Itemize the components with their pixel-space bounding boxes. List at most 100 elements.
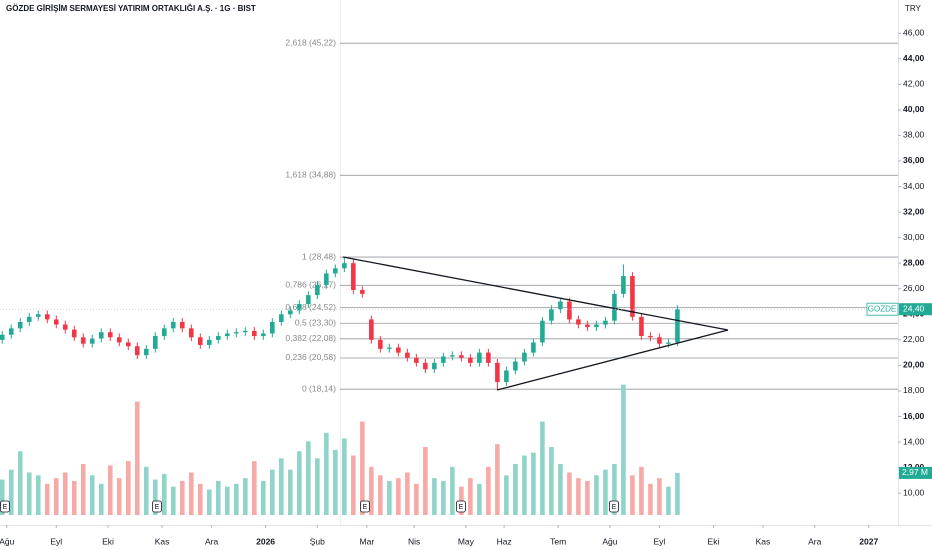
candle-body — [351, 263, 356, 291]
candle-body — [414, 357, 419, 363]
volume-bar — [630, 475, 635, 515]
candle-body — [8, 328, 14, 335]
y-tick-label: 44,00 — [903, 53, 925, 63]
volume-bar — [486, 466, 491, 515]
fib-label: 0,618 (24,52) — [285, 302, 336, 312]
volume-bar — [441, 481, 446, 515]
volume-bar — [180, 481, 185, 515]
x-tick-label: Eyl — [50, 536, 62, 546]
volume-bar — [234, 483, 239, 515]
candle-body — [161, 328, 167, 337]
volume-bar — [198, 483, 203, 515]
x-tick-label: Mar — [360, 536, 375, 546]
symbol-label: GOZDE — [868, 304, 896, 313]
candle-body — [432, 362, 437, 370]
volume-bar — [648, 483, 653, 515]
volume-bar — [252, 461, 257, 515]
candle-body — [107, 332, 113, 338]
trendline — [342, 256, 729, 331]
volume-bar — [243, 478, 248, 515]
candle-body — [612, 293, 617, 321]
volume-tag — [899, 466, 932, 479]
volume-bar — [170, 486, 176, 515]
volume-bar — [89, 475, 95, 515]
volume-bar — [288, 469, 293, 515]
candle-body — [152, 336, 158, 349]
volume-pane — [0, 384, 680, 515]
event-box — [456, 500, 466, 513]
y-tick-label: 14,00 — [903, 436, 925, 446]
event-marker: E — [3, 504, 8, 511]
fib-label: 1 (28,48) — [302, 251, 336, 261]
candle-body — [666, 342, 671, 344]
y-tick-label: 12,00 — [903, 462, 925, 472]
currency: TRY — [905, 4, 922, 13]
fib-label: 2,618 (45,22) — [285, 37, 336, 47]
volume-bar — [62, 472, 68, 515]
volume-bar — [477, 483, 482, 515]
candle-body — [441, 356, 446, 363]
candle-body — [288, 310, 293, 315]
candle-body — [450, 355, 455, 357]
event-box — [152, 500, 162, 513]
candle-body — [558, 301, 563, 310]
volume-bar — [594, 475, 599, 515]
x-tick-label: Eyl — [654, 536, 666, 546]
candle-body — [98, 332, 104, 339]
volume-bar — [675, 472, 680, 515]
candle-body — [504, 370, 509, 383]
volume-bar — [324, 432, 329, 515]
candle-body — [62, 324, 68, 330]
candles — [0, 256, 680, 390]
volume-bar — [306, 441, 311, 515]
chart-title: GÖZDE GİRİŞİM SERMAYESİ YATIRIM ORTAKLIĞ… — [6, 4, 256, 13]
volume-bar — [270, 469, 275, 515]
candle-body — [279, 314, 284, 322]
volume-bar — [0, 479, 5, 515]
candle-body — [189, 328, 194, 338]
x-tick-label: Haz — [497, 536, 512, 546]
candle-body — [116, 337, 122, 343]
volume-bar — [207, 489, 212, 515]
volume-bar — [639, 466, 644, 515]
event-box — [360, 500, 370, 513]
volume-bar — [333, 449, 338, 515]
candle-body — [324, 273, 329, 285]
y-tick-label: 22,00 — [903, 334, 925, 344]
volume-bar — [315, 458, 320, 515]
x-tick-label: Kas — [756, 536, 771, 546]
x-tick-label: Ağu — [602, 536, 617, 546]
volume-bar — [44, 483, 50, 515]
volume-bar — [98, 483, 104, 515]
x-tick-label: Ağu — [0, 536, 15, 546]
volume-bar — [134, 401, 140, 515]
x-tick-label: Nis — [408, 536, 420, 546]
volume-bar — [17, 451, 23, 515]
volume-bar — [423, 447, 428, 515]
axes: E E E E E 10,00 12,00 14,00 16,00 18,00 20,00 22,00… — [0, 27, 932, 546]
volume-bar — [576, 478, 581, 515]
volume-bar — [360, 421, 365, 515]
candle-body — [180, 321, 185, 329]
candle-body — [513, 361, 518, 371]
candle-body — [387, 347, 392, 349]
symbol-tag — [866, 302, 899, 316]
fib-label: 0,786 (26,27) — [285, 280, 336, 290]
price-tag — [899, 303, 932, 316]
volume-bar — [504, 475, 509, 515]
volume-bar — [612, 464, 617, 515]
candle-body — [198, 337, 203, 345]
y-tick-label: 40,00 — [903, 104, 925, 114]
volume-bar — [80, 464, 86, 515]
candle-body — [315, 284, 320, 296]
volume-bar — [495, 444, 500, 515]
fib-label: 0,5 (23,30) — [295, 317, 336, 327]
candle-body — [134, 346, 140, 356]
volume-bar — [603, 469, 608, 515]
candle-body — [125, 342, 131, 347]
candle-body — [333, 268, 338, 274]
fib-label: 1,618 (34,88) — [285, 170, 336, 180]
x-tick-label: 2027 — [859, 536, 878, 546]
x-tick-label: Ara — [808, 536, 822, 546]
y-tick-label: 34,00 — [903, 181, 925, 191]
